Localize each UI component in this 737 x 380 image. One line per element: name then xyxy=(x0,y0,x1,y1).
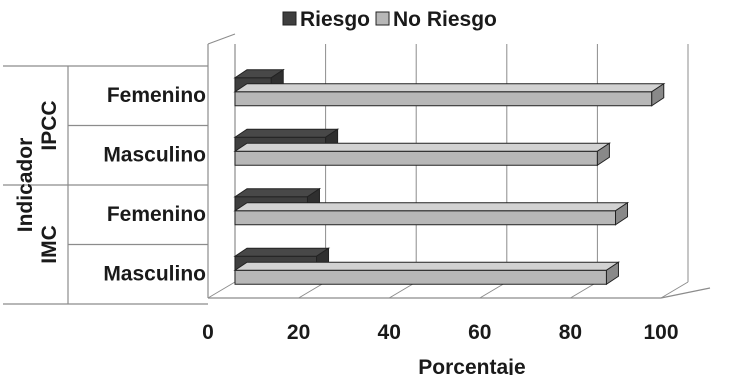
y-axis-title: Indicador xyxy=(14,138,37,233)
category-label: Masculino xyxy=(103,262,206,285)
side-wall-top-edge xyxy=(207,33,236,45)
category-label: Masculino xyxy=(103,143,206,166)
bar-top-face xyxy=(233,128,340,138)
x-tick-label: 60 xyxy=(468,321,491,344)
x-tick-label: 40 xyxy=(378,321,401,344)
bar-no-riesgo xyxy=(234,150,598,166)
floor-right-edge xyxy=(660,287,711,299)
bar-top-face xyxy=(233,188,322,198)
bar-top-face xyxy=(233,202,630,212)
bar-side-face xyxy=(651,82,665,107)
legend-swatch xyxy=(375,11,390,26)
x-tick-label: 80 xyxy=(559,321,582,344)
bar-side-face xyxy=(596,142,610,167)
floor-tick-line xyxy=(207,281,236,299)
floor-tick-line xyxy=(660,281,689,299)
category-label: Femenino xyxy=(107,203,206,226)
labels: 0 20 40 60 80 100 Femenino Masculino Femenino Mas… xyxy=(14,84,679,379)
x-tick-label: 0 xyxy=(202,321,214,344)
bar-top-face xyxy=(233,83,666,93)
bar-side-face xyxy=(615,201,629,226)
legend-label: Riesgo xyxy=(300,8,370,31)
bar-side-face xyxy=(605,261,619,286)
bar-no-riesgo xyxy=(234,91,653,107)
group-label: IPCC xyxy=(38,100,61,150)
bar-no-riesgo xyxy=(234,210,617,226)
bar-no-riesgo xyxy=(234,269,607,285)
legend: Riesgo No Riesgo xyxy=(282,8,497,31)
bar-top-face xyxy=(233,142,612,152)
group-label: IMC xyxy=(38,225,61,264)
x-tick-label: 20 xyxy=(287,321,310,344)
bars xyxy=(233,68,666,286)
legend-label: No Riesgo xyxy=(393,8,497,31)
plot-floor xyxy=(3,33,711,305)
legend-swatch xyxy=(282,11,297,26)
category-label: Femenino xyxy=(107,84,206,107)
bar-top-face xyxy=(233,247,331,257)
x-tick-label: 100 xyxy=(643,321,678,344)
x-axis-title: Porcentaje xyxy=(418,356,525,375)
bar-top-face xyxy=(233,261,621,271)
